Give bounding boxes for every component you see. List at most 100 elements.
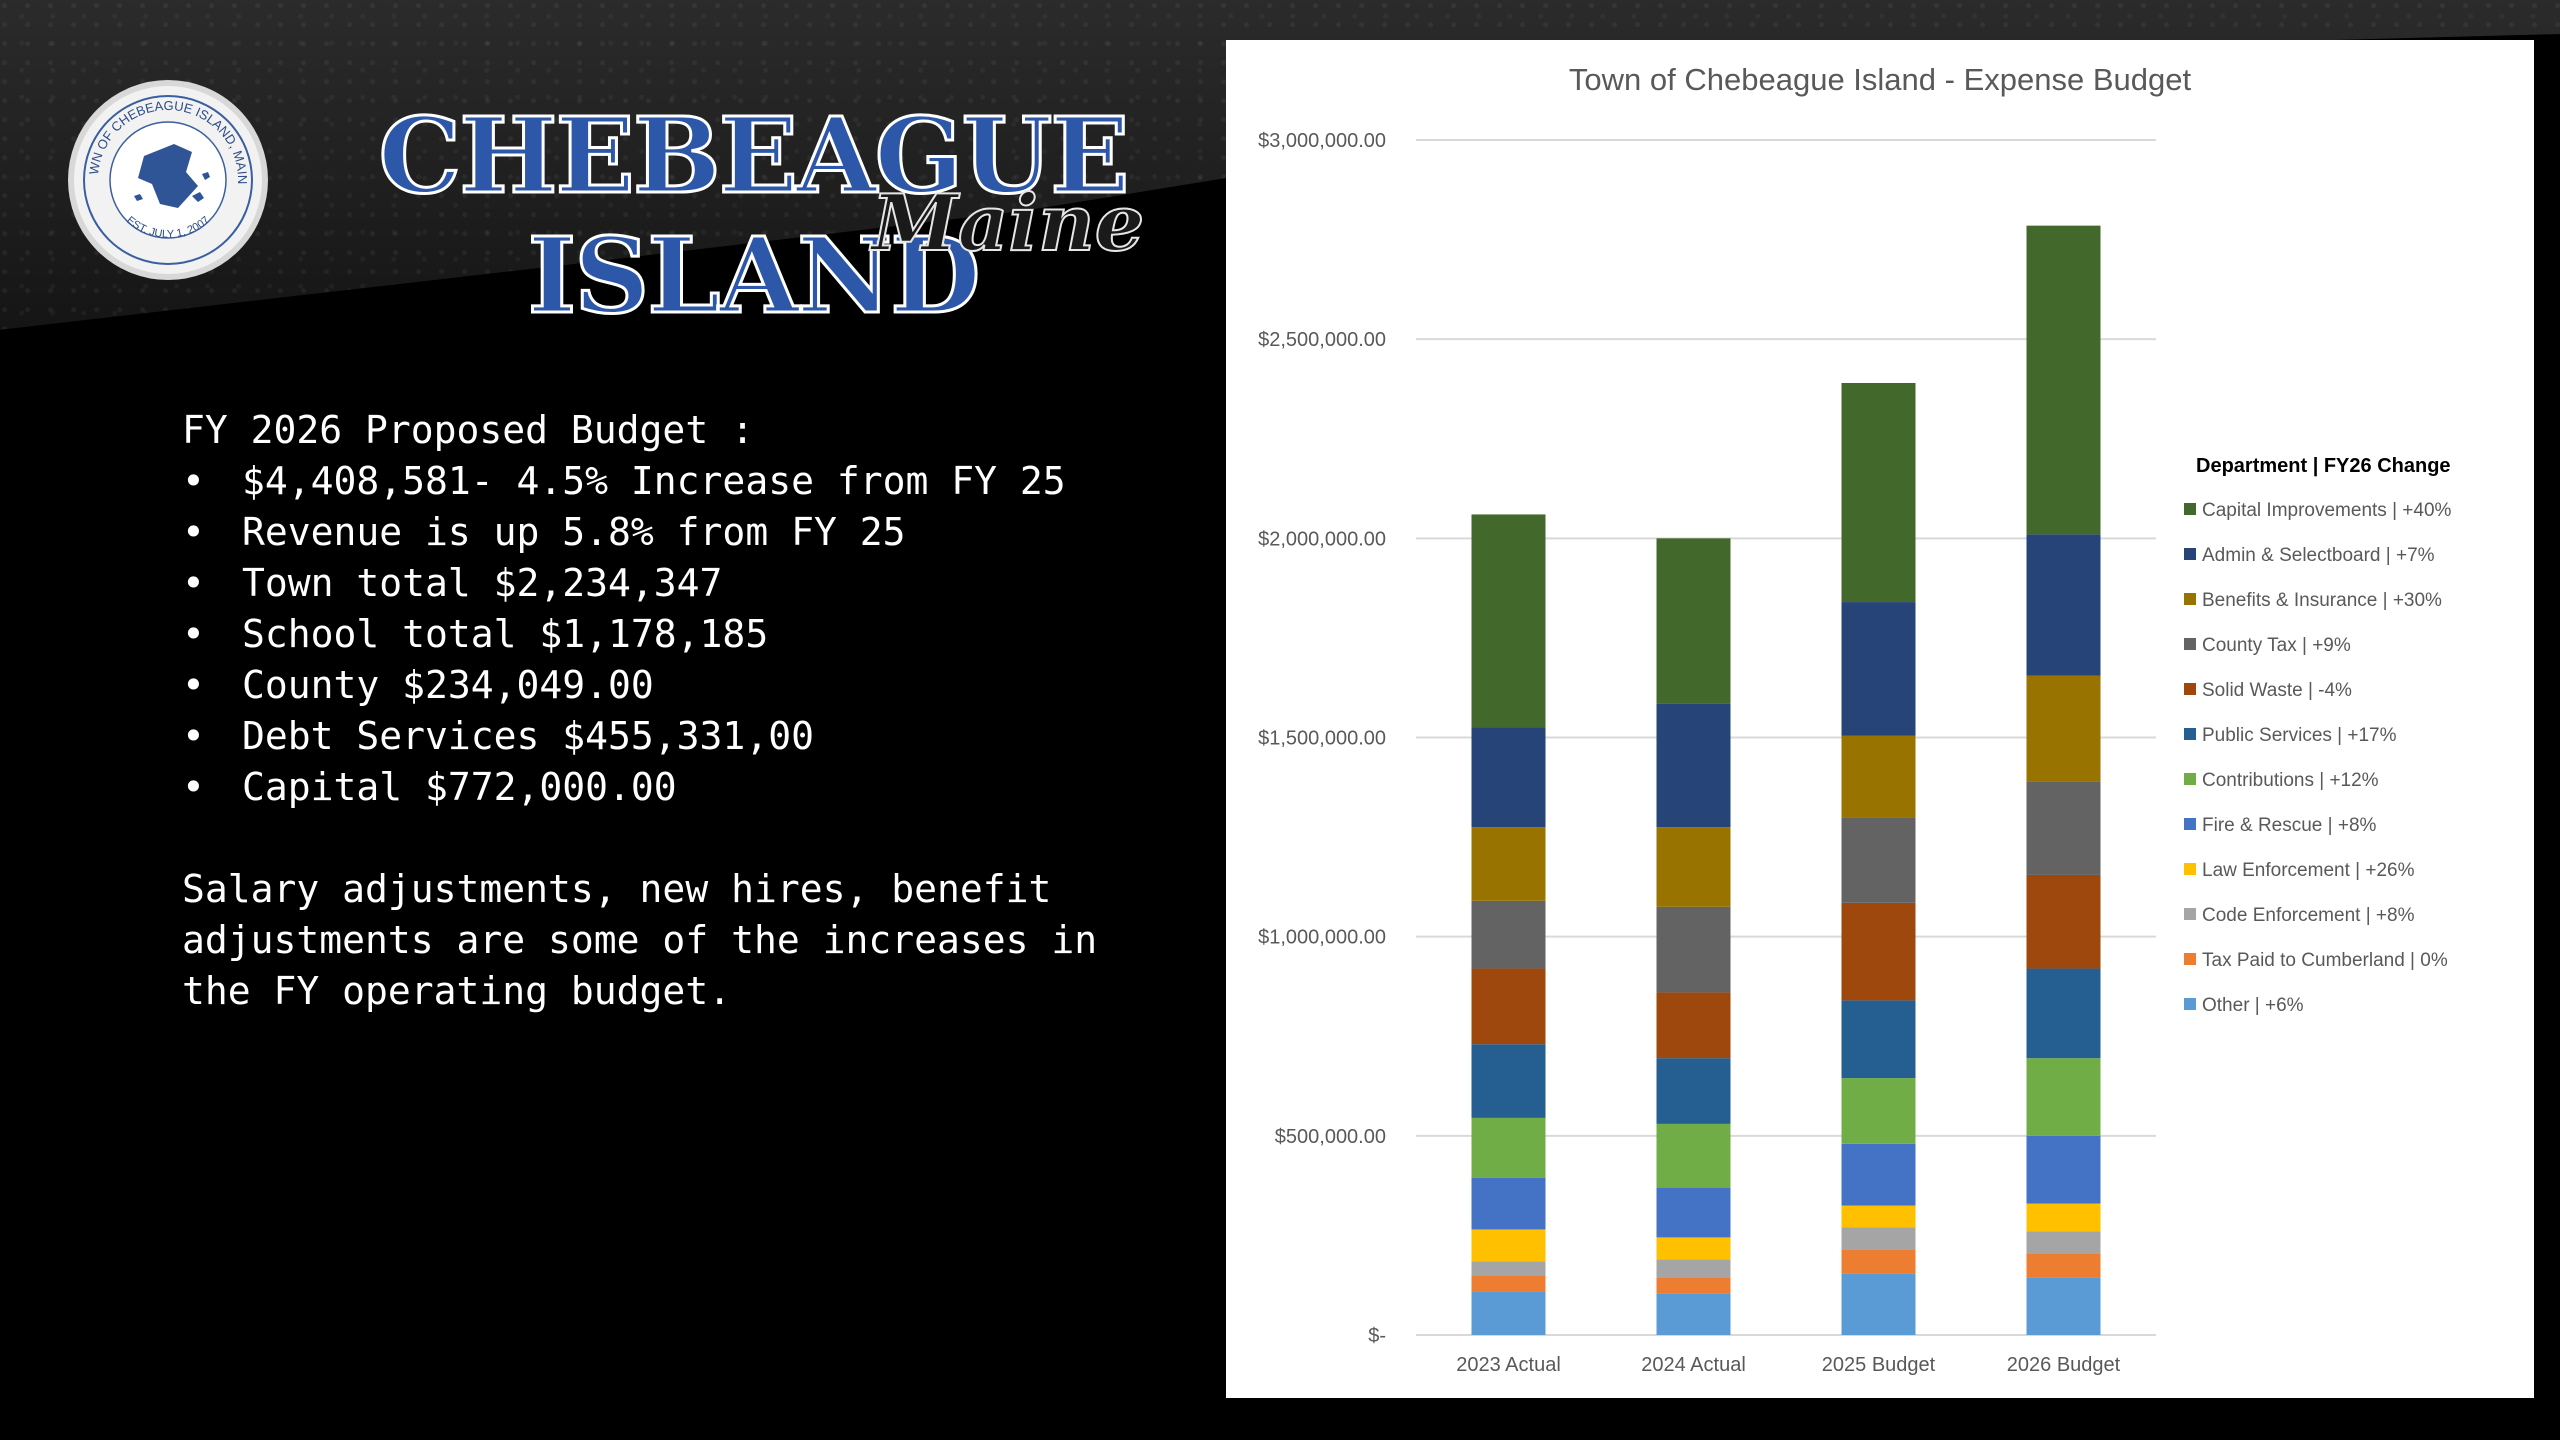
- bar-segment: [1471, 900, 1546, 969]
- legend-label: Law Enforcement | +26%: [2202, 860, 2415, 881]
- legend-swatch: [2184, 908, 2196, 920]
- bar-segment: [2026, 1058, 2101, 1136]
- y-tick-label: $2,000,000.00: [1258, 528, 1386, 550]
- bar-segment: [2026, 968, 2101, 1059]
- summary-bullet: • Town total $2,234,347: [182, 558, 1182, 609]
- bar-segment: [1471, 727, 1546, 828]
- bar-segment: [1656, 1293, 1731, 1335]
- summary-bullet: • County $234,049.00: [182, 660, 1182, 711]
- legend-swatch: [2184, 548, 2196, 560]
- bar-segment: [2026, 874, 2101, 969]
- bullet-glyph: •: [182, 561, 205, 605]
- summary-paragraph: Salary adjustments, new hires, benefit a…: [182, 867, 1098, 1013]
- summary-bullet-text: Revenue is up 5.8% from FY 25: [242, 510, 906, 554]
- bar-segment: [1471, 1291, 1546, 1335]
- town-wordmark-logo: CHEBEAGUE ISLAND Maine: [288, 94, 1218, 337]
- summary-bullet-text: $4,408,581- 4.5% Increase from FY 25: [242, 459, 1066, 503]
- legend-swatch: [2184, 683, 2196, 695]
- bar-segment: [1656, 906, 1731, 993]
- bar-segment: [1841, 602, 1916, 736]
- bar-segment: [1471, 1117, 1546, 1178]
- bar-segment: [1471, 1275, 1546, 1292]
- bar-segment: [1841, 902, 1916, 1001]
- bar-segment: [2026, 1231, 2101, 1254]
- stacked-bar-chart: $- $500,000.00 $1,000,000.00 $1,500,000.00 $…: [1258, 130, 2452, 1376]
- y-tick-label: $500,000.00: [1275, 1126, 1386, 1148]
- legend-label: Capital Improvements | +40%: [2202, 500, 2452, 521]
- bar-segment: [1841, 1143, 1916, 1206]
- legend-title: Department | FY26 Change: [2196, 455, 2451, 477]
- summary-bullet-text: Town total $2,234,347: [242, 561, 723, 605]
- legend-label: Solid Waste | -4%: [2202, 680, 2352, 701]
- y-tick-label: $3,000,000.00: [1258, 130, 1386, 152]
- legend-swatch: [2184, 773, 2196, 785]
- legend-label: Benefits & Insurance | +30%: [2202, 590, 2442, 611]
- bar-segment: [1656, 538, 1731, 704]
- bar-segment: [1471, 1261, 1546, 1276]
- bullet-glyph: •: [182, 612, 205, 656]
- legend-label: Public Services | +17%: [2202, 725, 2397, 746]
- legend-swatch: [2184, 503, 2196, 515]
- legend-label: Fire & Rescue | +8%: [2202, 815, 2377, 836]
- island-shape-icon: [138, 144, 198, 208]
- bar-segment: [1841, 1227, 1916, 1250]
- bar-segment: [1656, 1277, 1731, 1294]
- bar-segment: [1841, 1273, 1916, 1335]
- bar-segment: [2026, 675, 2101, 782]
- bar-segment: [1471, 514, 1546, 728]
- x-tick-label: 2026 Budget: [2007, 1354, 2121, 1376]
- legend-label: Contributions | +12%: [2202, 770, 2379, 791]
- legend-swatch: [2184, 593, 2196, 605]
- summary-bullet: • School total $1,178,185: [182, 609, 1182, 660]
- legend-swatch: [2184, 818, 2196, 830]
- bar-segment: [2026, 1203, 2101, 1232]
- legend-swatch: [2184, 953, 2196, 965]
- legend-label: Code Enforcement | +8%: [2202, 905, 2415, 926]
- bar-segment: [2026, 1277, 2101, 1335]
- bar-segment: [1841, 1000, 1916, 1079]
- bar-segment: [2026, 1135, 2101, 1204]
- bar-segment: [1656, 1259, 1731, 1278]
- bar-segment: [1841, 817, 1916, 903]
- summary-bullet: • Debt Services $455,331,00: [182, 711, 1182, 762]
- bar-segment: [1841, 735, 1916, 818]
- legend-label: Other | +6%: [2202, 995, 2304, 1016]
- bullet-glyph: •: [182, 459, 205, 503]
- bullet-glyph: •: [182, 714, 205, 758]
- summary-bullet: • Revenue is up 5.8% from FY 25: [182, 507, 1182, 558]
- bar-segment: [1656, 1187, 1731, 1238]
- bar-segment: [1656, 703, 1731, 828]
- bullet-glyph: •: [182, 663, 205, 707]
- legend-label: County Tax | +9%: [2202, 635, 2351, 656]
- bar-segment: [1841, 1205, 1916, 1228]
- bar-segment: [1471, 1177, 1546, 1230]
- summary-bullet-text: Capital $772,000.00: [242, 765, 677, 809]
- bar-segment: [1656, 827, 1731, 907]
- bar-segment: [1656, 992, 1731, 1059]
- legend-swatch: [2184, 998, 2196, 1010]
- summary-bullet-list: • $4,408,581- 4.5% Increase from FY 25 • R…: [182, 456, 1182, 813]
- y-tick-label: $2,500,000.00: [1258, 329, 1386, 351]
- summary-bullet: • Capital $772,000.00: [182, 762, 1182, 813]
- x-tick-label: 2024 Actual: [1641, 1354, 1746, 1376]
- bar-segment: [1841, 1078, 1916, 1144]
- bar-segment: [2026, 781, 2101, 875]
- budget-summary: FY 2026 Proposed Budget : • $4,408,581- 4…: [182, 405, 1182, 1017]
- y-tick-label: $-: [1368, 1325, 1386, 1347]
- bar-segment: [1656, 1058, 1731, 1124]
- legend-swatch: [2184, 638, 2196, 650]
- bar-segment: [1471, 827, 1546, 901]
- legend-swatch: [2184, 863, 2196, 875]
- y-tick-label: $1,500,000.00: [1258, 728, 1386, 750]
- summary-bullet-text: County $234,049.00: [242, 663, 654, 707]
- x-tick-label: 2025 Budget: [1822, 1354, 1936, 1376]
- summary-bullet-text: School total $1,178,185: [242, 612, 769, 656]
- bar-segment: [1471, 1229, 1546, 1262]
- y-tick-label: $1,000,000.00: [1258, 927, 1386, 949]
- bullet-glyph: •: [182, 510, 205, 554]
- bar-segment: [1471, 1044, 1546, 1118]
- bar-segment: [1656, 1237, 1731, 1260]
- logo-subtitle: Maine: [871, 177, 1146, 270]
- legend-swatch: [2184, 728, 2196, 740]
